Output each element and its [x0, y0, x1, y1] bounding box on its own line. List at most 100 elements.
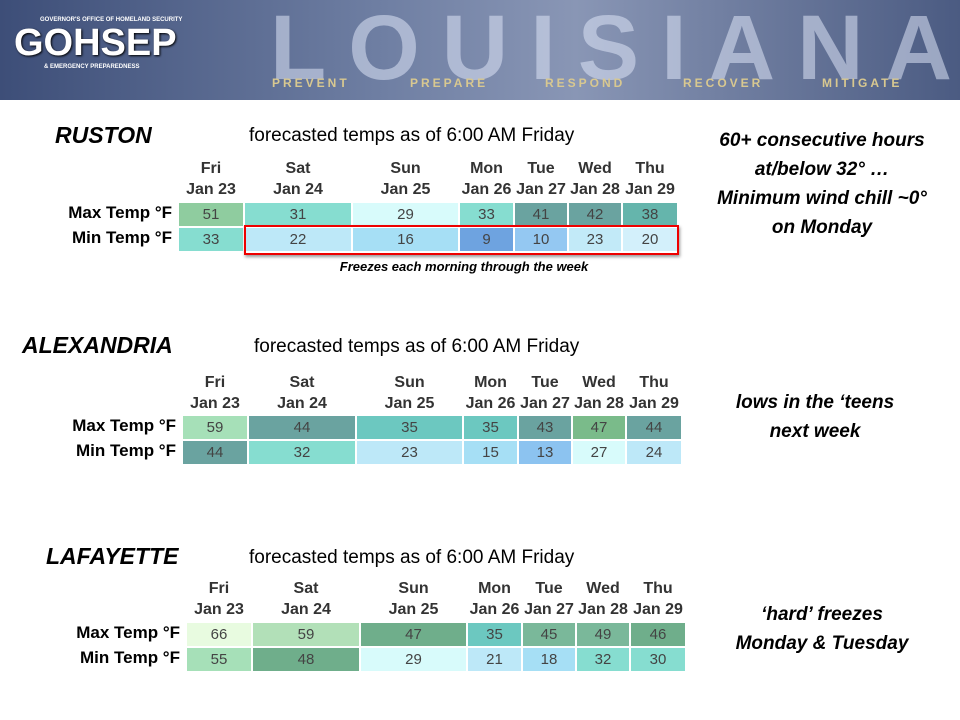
day-name: Sat [285, 160, 311, 177]
city-name: ALEXANDRIA [22, 332, 173, 358]
temp-cell: 47 [572, 415, 626, 440]
day-name: Fri [200, 160, 222, 177]
freeze-box [244, 225, 679, 255]
day-name: Mon [470, 160, 503, 177]
day-name: Sun [390, 160, 421, 177]
day-date: Jan 28 [570, 181, 620, 198]
temp-cell: 38 [622, 202, 678, 227]
motto-word: RESPOND [545, 76, 626, 90]
note-line: on Monday [771, 217, 873, 238]
day-name: Thu [643, 580, 673, 597]
motto-word: PREVENT [272, 76, 350, 90]
day-name: Tue [531, 374, 559, 391]
temp-cell: 23 [356, 440, 463, 465]
temp-cell: 35 [463, 415, 518, 440]
temp-cell: 45 [522, 622, 576, 647]
temp-cell: 33 [459, 202, 514, 227]
temp-cell: 46 [630, 622, 686, 647]
day-date: Jan 25 [384, 395, 435, 412]
temp-cell: 59 [252, 622, 360, 647]
day-date: Jan 27 [520, 395, 570, 412]
temp-cell: 32 [248, 440, 356, 465]
day-name: Mon [478, 580, 511, 597]
temp-cell: 23 [568, 227, 622, 252]
temp-cell: 9 [459, 227, 514, 252]
day-name: Sat [289, 374, 315, 391]
temp-cell: 27 [572, 440, 626, 465]
day-name: Fri [208, 580, 230, 597]
temp-cell: 31 [244, 202, 352, 227]
day-name: Tue [527, 160, 555, 177]
day-name: Mon [474, 374, 507, 391]
day-name: Sun [398, 580, 429, 597]
motto-word: RECOVER [683, 76, 764, 90]
temp-cell: 59 [182, 415, 248, 440]
day-date: Jan 27 [516, 181, 566, 198]
day-date: Jan 25 [380, 181, 431, 198]
banner: LOUISIANA GOVERNOR'S OFFICE OF HOMELAND … [0, 0, 960, 100]
temp-cell: 41 [514, 202, 568, 227]
temp-cell: 20 [622, 227, 678, 252]
city-name: RUSTON [55, 122, 152, 148]
temp-cell: 30 [630, 647, 686, 672]
temp-cell: 35 [467, 622, 522, 647]
note-line: at/below 32° … [754, 159, 890, 180]
day-date: Jan 23 [190, 395, 240, 412]
day-name: Thu [639, 374, 669, 391]
day-name: Sun [394, 374, 425, 391]
note-line: lows in the ‘teens [735, 392, 895, 413]
day-name: Wed [578, 160, 612, 177]
day-name: Fri [204, 374, 226, 391]
temp-cell: 51 [178, 202, 244, 227]
row-label: Max Temp °F [68, 203, 172, 222]
day-date: Jan 26 [469, 601, 520, 618]
city-name: LAFAYETTE [46, 543, 179, 569]
subtitle: forecasted temps as of 6:00 AM Friday [254, 336, 580, 357]
day-date: Jan 29 [633, 601, 683, 618]
row-label: Min Temp °F [72, 228, 172, 247]
motto-word: PREPARE [410, 76, 489, 90]
day-date: Jan 25 [388, 601, 439, 618]
temp-cell: 10 [514, 227, 568, 252]
temp-cell: 21 [467, 647, 522, 672]
row-label: Max Temp °F [72, 416, 176, 435]
temp-cell: 48 [252, 647, 360, 672]
day-date: Jan 29 [625, 181, 675, 198]
temp-cell: 22 [244, 227, 352, 252]
day-date: Jan 24 [277, 395, 327, 412]
temp-cell: 33 [178, 227, 244, 252]
temp-cell: 44 [626, 415, 682, 440]
note-line: next week [769, 421, 861, 442]
day-date: Jan 27 [524, 601, 574, 618]
day-name: Tue [535, 580, 563, 597]
temp-cell: 24 [626, 440, 682, 465]
temp-cell: 47 [360, 622, 467, 647]
day-name: Sat [293, 580, 319, 597]
note-line: Minimum wind chill ~0° [717, 188, 927, 209]
temp-cell: 44 [248, 415, 356, 440]
org-line2: & EMERGENCY PREPAREDNESS [44, 64, 140, 70]
row-label: Min Temp °F [80, 648, 180, 667]
temp-cell: 42 [568, 202, 622, 227]
motto-word: MITIGATE [822, 76, 903, 90]
temp-cell: 32 [576, 647, 630, 672]
state-name: LOUISIANA [270, 0, 960, 99]
day-date: Jan 28 [578, 601, 628, 618]
temp-cell: 43 [518, 415, 572, 440]
org-line: GOVERNOR'S OFFICE OF HOMELAND SECURITY [40, 17, 183, 23]
note-line: Monday & Tuesday [735, 633, 909, 654]
day-name: Wed [586, 580, 620, 597]
temp-cell: 44 [182, 440, 248, 465]
temp-cell: 16 [352, 227, 459, 252]
subtitle: forecasted temps as of 6:00 AM Friday [249, 547, 575, 568]
note-line: ‘hard’ freezes [761, 604, 883, 625]
annotation: Freezes each morning through the week [339, 259, 589, 274]
day-date: Jan 23 [194, 601, 244, 618]
day-name: Thu [635, 160, 665, 177]
temp-cell: 35 [356, 415, 463, 440]
day-date: Jan 24 [281, 601, 331, 618]
day-date: Jan 26 [461, 181, 512, 198]
temp-cell: 66 [186, 622, 252, 647]
temp-cell: 29 [360, 647, 467, 672]
